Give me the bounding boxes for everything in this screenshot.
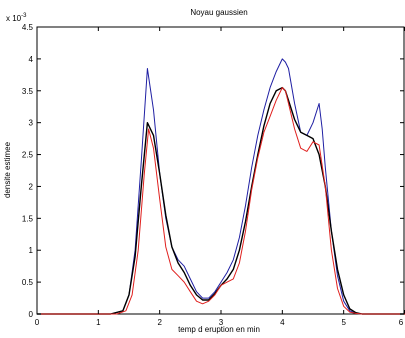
y-tick-label: 1.5 <box>22 214 34 223</box>
series-line-3 <box>37 87 405 315</box>
y-tick-label: 4.5 <box>22 23 34 32</box>
y-tick-label: 2.5 <box>22 151 34 160</box>
plot-area <box>36 26 405 315</box>
chart-title: Noyau gaussien <box>190 8 247 17</box>
x-tick-label: 0 <box>35 318 40 327</box>
x-tick-label: 5 <box>341 318 346 327</box>
x-tick-label: 4 <box>280 318 285 327</box>
series-line-1 <box>37 58 405 315</box>
y-tick-label: 3 <box>29 119 34 128</box>
x-tick-label: 3 <box>219 318 224 327</box>
y-tick-label: 3.5 <box>22 87 34 96</box>
y-exponent-base: x 10 <box>6 14 22 23</box>
x-tick-label: 6 <box>399 318 404 327</box>
x-tick-label: 1 <box>96 318 101 327</box>
series-line-2 <box>37 86 405 315</box>
ticks-layer: 0 1 2 3 4 5 6 0 0.5 1 1.5 2 2.5 3 3.5 4 4.5 <box>22 23 405 327</box>
y-exponent-label: x 10-3 <box>6 13 27 23</box>
y-tick-label: 0 <box>29 310 34 319</box>
y-tick-label: 0.5 <box>22 278 34 287</box>
y-axis-label: densite estimee <box>3 141 12 198</box>
y-exponent-power: -3 <box>21 13 27 19</box>
x-tick-label: 2 <box>157 318 162 327</box>
plot-frame <box>36 26 405 315</box>
series-layer <box>37 58 405 315</box>
y-tick-label: 1 <box>29 246 34 255</box>
y-tick-label: 2 <box>29 182 34 191</box>
x-axis-label: temp d eruption en min <box>178 325 260 334</box>
y-tick-label: 4 <box>29 55 34 64</box>
